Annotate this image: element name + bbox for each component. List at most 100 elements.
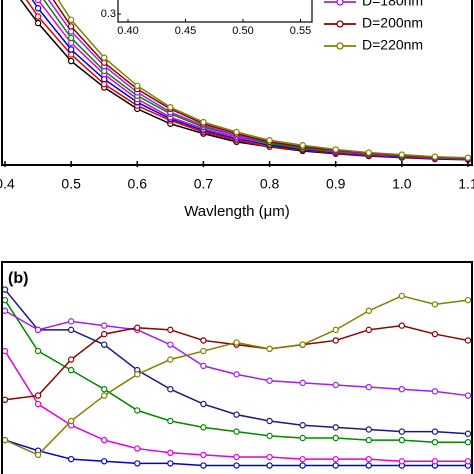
marker <box>299 422 306 429</box>
marker <box>464 337 472 344</box>
marker <box>299 141 306 149</box>
marker <box>67 326 75 334</box>
marker <box>134 324 141 331</box>
marker <box>464 439 472 446</box>
marker <box>365 326 372 334</box>
marker <box>233 428 240 435</box>
inset-y-tick-label: 0.3 <box>101 8 116 20</box>
marker <box>431 458 439 465</box>
frame <box>1 261 473 474</box>
marker <box>365 455 372 463</box>
marker <box>398 458 406 465</box>
marker <box>464 458 472 465</box>
marker <box>398 436 406 444</box>
marker <box>398 428 406 435</box>
marker <box>332 455 339 463</box>
marker <box>67 46 75 53</box>
marker <box>332 146 339 153</box>
inset-x-tick-label: 0.50 <box>232 25 253 37</box>
marker <box>34 392 42 399</box>
marker <box>431 153 439 160</box>
marker <box>67 57 75 65</box>
x-tick-label: 0.4 <box>0 176 15 192</box>
marker <box>167 326 174 334</box>
marker <box>200 400 207 408</box>
marker <box>167 356 174 363</box>
marker <box>67 366 75 374</box>
marker <box>299 462 306 469</box>
marker <box>233 462 240 469</box>
marker <box>167 104 174 111</box>
marker <box>67 356 75 363</box>
marker <box>200 424 207 431</box>
marker <box>200 118 207 126</box>
marker <box>101 436 108 444</box>
marker <box>200 347 207 355</box>
marker <box>2 307 9 314</box>
legend-marker <box>336 0 344 6</box>
marker <box>398 322 406 329</box>
legend-marker <box>336 20 344 28</box>
marker <box>299 434 306 442</box>
marker <box>299 379 306 387</box>
series-line <box>4 350 468 463</box>
marker <box>167 341 174 348</box>
marker <box>67 417 75 425</box>
marker <box>299 341 306 348</box>
marker <box>134 82 141 90</box>
marker <box>101 386 108 393</box>
marker <box>34 451 42 459</box>
marker <box>233 411 240 418</box>
marker <box>332 434 339 442</box>
marker <box>299 455 306 463</box>
marker <box>101 54 108 61</box>
marker <box>365 149 372 156</box>
marker <box>464 296 472 304</box>
marker <box>134 407 141 414</box>
frame <box>1 0 473 166</box>
marker <box>34 13 42 20</box>
marker <box>464 392 472 399</box>
marker <box>266 462 273 469</box>
marker <box>431 388 439 395</box>
legend-marker <box>336 42 344 50</box>
marker <box>266 453 273 461</box>
marker <box>167 460 174 467</box>
x-tick-label: 1.1 <box>458 176 474 192</box>
marker <box>398 151 406 158</box>
marker <box>34 19 42 27</box>
marker <box>332 462 339 469</box>
marker <box>2 347 9 355</box>
marker <box>101 341 108 348</box>
marker <box>67 455 75 463</box>
marker <box>134 460 141 467</box>
marker <box>134 371 141 378</box>
x-tick-label: 0.9 <box>326 176 346 192</box>
legend-label: D=200nm <box>362 15 423 31</box>
legend-label: D=220nm <box>362 37 423 53</box>
marker <box>67 34 75 42</box>
marker <box>101 392 108 399</box>
marker <box>398 292 406 300</box>
inset-x-tick-label: 0.45 <box>175 25 196 37</box>
marker <box>200 337 207 344</box>
marker <box>101 458 108 465</box>
marker <box>2 296 9 304</box>
marker <box>34 347 42 355</box>
marker <box>67 16 75 23</box>
marker <box>266 417 273 425</box>
marker <box>167 386 174 393</box>
marker <box>34 400 42 408</box>
marker <box>398 386 406 393</box>
x-tick-label: 0.7 <box>194 176 214 192</box>
marker <box>134 445 141 452</box>
marker <box>101 322 108 329</box>
marker <box>67 318 75 325</box>
inset-x-tick-label: 0.55 <box>290 25 311 37</box>
marker <box>464 430 472 437</box>
marker <box>266 137 273 144</box>
marker <box>431 439 439 446</box>
marker <box>431 428 439 435</box>
marker <box>365 436 372 444</box>
